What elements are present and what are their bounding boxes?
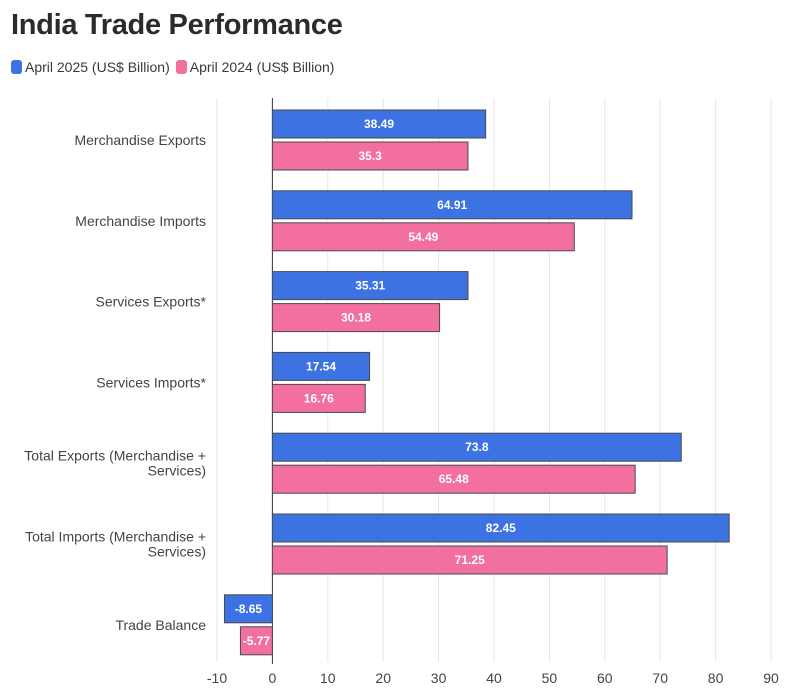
bar-april-2024 <box>239 626 273 656</box>
bar-value-label: 73.8 <box>465 440 489 454</box>
category-label: Services Exports* <box>96 294 207 310</box>
x-tick-label: 0 <box>269 670 277 686</box>
x-tick-label: -10 <box>207 670 227 686</box>
x-tick-label: 20 <box>375 670 391 686</box>
bar-value-label: -8.65 <box>235 602 263 616</box>
bar-april-2025 <box>223 594 273 624</box>
category-label: Trade Balance <box>115 617 206 633</box>
category-label: Total Exports (Merchandise + <box>24 448 206 464</box>
x-tick-label: 80 <box>708 670 724 686</box>
x-tick-label: 30 <box>431 670 447 686</box>
chart-title: India Trade Performance <box>11 9 343 41</box>
bar-april-2024 <box>271 383 366 413</box>
legend-swatch-april-2024 <box>175 60 187 74</box>
bar-april-2025 <box>271 190 633 220</box>
bar-april-2025 <box>271 432 682 462</box>
bar-april-2024 <box>271 222 575 252</box>
category-label: Services Imports* <box>96 374 206 390</box>
category-label: Total Imports (Merchandise + <box>25 529 206 545</box>
legend: April 2025 (US$ Billion) April 2024 (US$… <box>11 59 340 75</box>
bar-value-label: 65.48 <box>439 472 469 486</box>
bar-value-label: 35.3 <box>359 149 383 163</box>
x-tick-label: 50 <box>542 670 558 686</box>
bar-value-label: 38.49 <box>364 117 394 131</box>
bar-value-label: 71.25 <box>455 553 485 567</box>
category-label: Merchandise Exports <box>74 132 206 148</box>
legend-item-april-2025[interactable]: April 2025 (US$ Billion) <box>11 59 170 75</box>
legend-label-april-2025: April 2025 (US$ Billion) <box>25 59 170 75</box>
bar-value-label: 64.91 <box>437 198 467 212</box>
bar-value-label: 30.18 <box>341 311 371 325</box>
x-tick-label: 10 <box>320 670 336 686</box>
legend-label-april-2024: April 2024 (US$ Billion) <box>189 59 335 75</box>
bar-april-2024 <box>271 303 441 333</box>
bar-value-label: -5.77 <box>243 634 271 648</box>
bar-value-label: 16.76 <box>304 391 334 405</box>
x-tick-label: 60 <box>597 670 613 686</box>
bar-april-2025 <box>271 351 371 381</box>
bar-april-2024 <box>271 464 636 494</box>
bar-value-label: 35.31 <box>355 279 385 293</box>
x-tick-label: 90 <box>763 670 779 686</box>
bar-april-2025 <box>271 513 730 543</box>
bar-value-label: 17.54 <box>306 359 336 373</box>
bar-april-2025 <box>271 271 469 301</box>
category-label: Services) <box>148 544 206 560</box>
x-tick-label: 70 <box>652 670 668 686</box>
legend-item-april-2024[interactable]: April 2024 (US$ Billion) <box>175 59 335 75</box>
bar-value-label: 82.45 <box>486 521 516 535</box>
bar-april-2024 <box>271 141 469 171</box>
bar-april-2025 <box>271 109 487 139</box>
category-label: Services) <box>148 463 206 479</box>
bar-value-label: 54.49 <box>408 230 438 244</box>
x-tick-label: 40 <box>486 670 502 686</box>
legend-swatch-april-2025 <box>11 60 22 74</box>
category-label: Merchandise Imports <box>75 213 206 229</box>
bar-april-2024 <box>271 545 668 575</box>
